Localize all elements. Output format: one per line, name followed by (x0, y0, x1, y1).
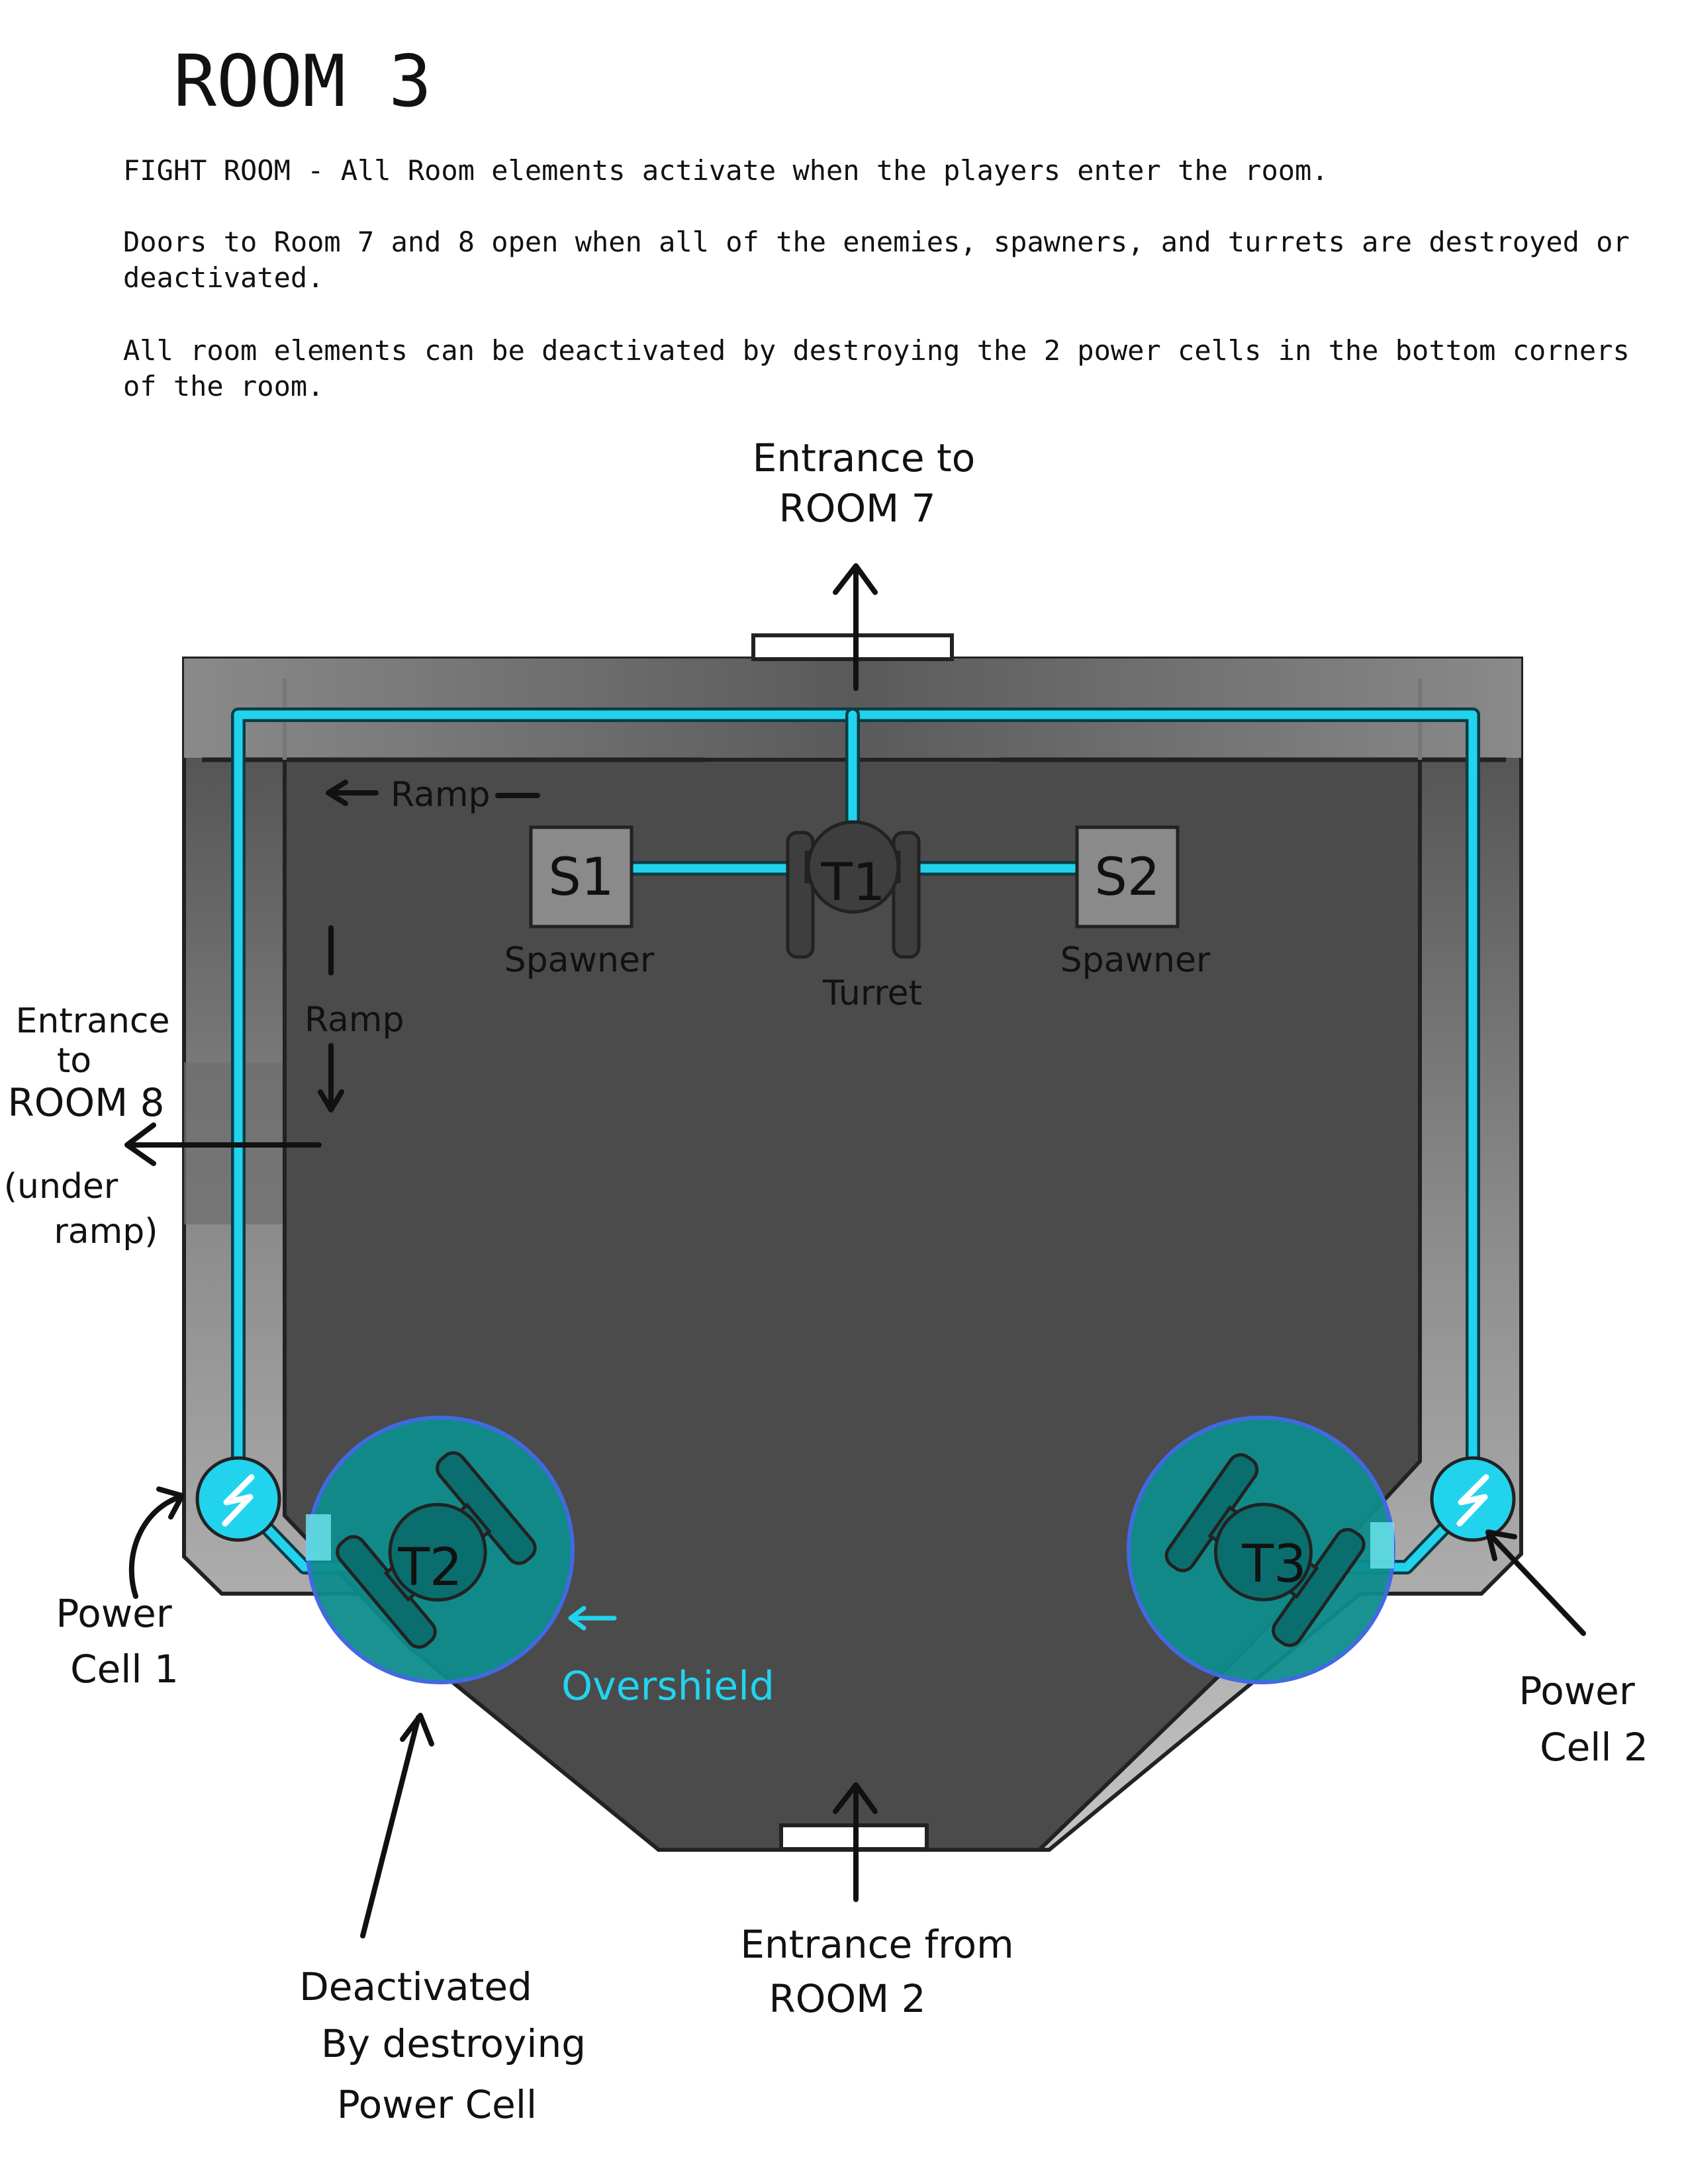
power-cell-2 (1430, 1456, 1516, 1542)
arrow-ramp-side (318, 1043, 344, 1113)
arrow-room-8 (124, 1122, 322, 1166)
label-power-cell-1-line-2: Cell 1 (70, 1647, 179, 1692)
arrow-power-cell-2 (1485, 1529, 1586, 1636)
spawner-s2-tag: S2 (1094, 848, 1160, 907)
label-room-2-line-1: Entrance from (740, 1922, 1013, 1967)
spawner-s2: S2 (1075, 825, 1180, 929)
label-room-8-line-2: to (57, 1041, 91, 1081)
label-deactivated-line-2: By destroying (321, 2021, 586, 2066)
label-room-8-line-1: Entrance (16, 1001, 170, 1041)
label-ramp-top: Ramp (391, 775, 491, 815)
turret-t1: T1 (786, 820, 921, 959)
label-room-2-line-2: ROOM 2 (769, 1976, 926, 2021)
label-ramp-side: Ramp (305, 1000, 404, 1040)
turret-t2-tag: T2 (397, 1538, 462, 1598)
overshield-t2: T2 (306, 1416, 575, 1684)
description-line-3a: All room elements can be deactivated by … (123, 334, 1630, 367)
label-power-cell-2-line-1: Power (1519, 1668, 1635, 1713)
label-overshield: Overshield (561, 1663, 774, 1709)
arrow-overshield (568, 1606, 617, 1631)
turret-t2 (336, 1451, 537, 1649)
arrow-power-cell-1 (128, 1486, 185, 1599)
label-deactivated-line-3: Power Cell (337, 2082, 537, 2127)
spawner-s1-tag: S1 (548, 848, 614, 907)
label-room-8-note-1: (under (4, 1167, 118, 1206)
label-turret: Turret (822, 974, 922, 1013)
description-line-2a: Doors to Room 7 and 8 open when all of t… (123, 226, 1630, 258)
page-title: ROOM 3 (173, 40, 432, 123)
label-room-8-line-3: ROOM 8 (8, 1080, 165, 1125)
turret-t1-tag: T1 (820, 853, 885, 913)
overshield-t3: T3 (1127, 1416, 1395, 1684)
lightning-icon (222, 1474, 255, 1527)
power-lines (231, 707, 1480, 1574)
label-power-cell-1-line-1: Power (56, 1591, 172, 1636)
description-line-2b: deactivated. (123, 261, 324, 294)
label-deactivated-line-1: Deactivated (299, 1964, 532, 2009)
lightning-icon (1456, 1474, 1489, 1527)
power-cell-1 (195, 1456, 281, 1542)
annotation-arrows (124, 563, 1586, 1938)
arrow-room-7 (833, 563, 878, 691)
label-room-8-note-2: ramp) (54, 1212, 158, 1251)
door-room-7 (751, 633, 954, 661)
turret-t3 (1164, 1453, 1366, 1647)
description-line-1: FIGHT ROOM - All Room elements activate … (123, 154, 1329, 187)
label-spawner-1: Spawner (504, 940, 655, 980)
label-power-cell-2-line-2: Cell 2 (1540, 1725, 1648, 1770)
arrow-ramp-top (326, 780, 379, 806)
arrow-deactivated (360, 1713, 434, 1938)
turret-t3-tag: T3 (1241, 1535, 1306, 1594)
label-spawner-2: Spawner (1060, 940, 1211, 980)
arrow-room-2 (833, 1782, 878, 1902)
description-line-3b: of the room. (123, 370, 324, 402)
label-room-7-line-2: ROOM 7 (779, 486, 936, 531)
label-room-7-line-1: Entrance to (753, 435, 976, 480)
spawner-s1: S1 (529, 825, 633, 929)
